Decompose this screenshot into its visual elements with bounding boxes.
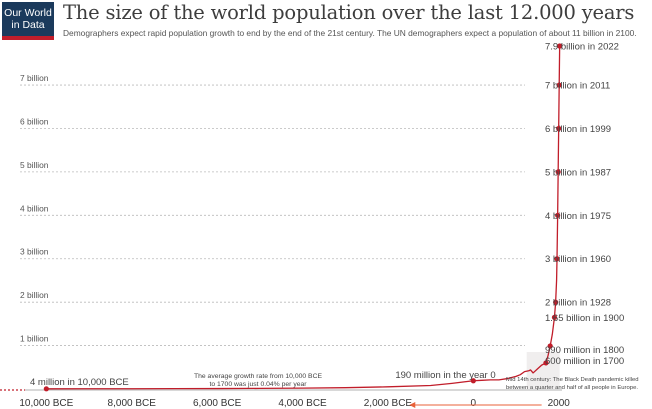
- population-series-line: [46, 45, 561, 390]
- logo-line-2: in Data: [11, 19, 45, 31]
- data-label: 1.65 billion in 1900: [545, 313, 624, 324]
- highlight-band: [526, 352, 560, 389]
- y-tick-label: 7 billion: [20, 73, 49, 83]
- y-tick-label: 4 billion: [20, 203, 49, 213]
- data-label: 2 billion in 1928: [545, 298, 611, 309]
- data-label: 7.9 billion in 2022: [545, 42, 619, 53]
- annotation-growth: to 1700 was just 0.04% per year: [209, 381, 307, 388]
- data-label: 6 billion in 1999: [545, 124, 611, 135]
- timeline-arrow-head: [409, 402, 416, 408]
- x-tick-label: 2,000 BCE: [364, 398, 413, 409]
- data-label: 7 billion in 2011: [545, 81, 610, 92]
- page-title: The size of the world population over th…: [63, 1, 635, 24]
- data-label: 600 million in 1700: [545, 356, 624, 367]
- data-point: [43, 386, 49, 392]
- x-tick-label: 6,000 BCE: [193, 398, 242, 409]
- x-tick-label: 4,000 BCE: [278, 398, 327, 409]
- data-label: 990 million in 1800: [545, 345, 624, 356]
- data-label: 4 million in 10,000 BCE: [30, 377, 129, 388]
- data-point: [551, 314, 558, 320]
- y-tick-label: 2 billion: [20, 290, 49, 300]
- data-point: [556, 125, 562, 132]
- data-point: [555, 169, 561, 175]
- data-label: 3 billion in 1960: [545, 254, 611, 265]
- data-point: [470, 378, 476, 384]
- data-point: [556, 82, 562, 88]
- annotation-black-death: between a quarter and half of all people…: [506, 385, 638, 391]
- y-tick-label: 6 billion: [20, 116, 49, 126]
- annotation-growth: The average growth rate from 10,000 BCE: [194, 373, 323, 380]
- data-point: [554, 256, 560, 262]
- data-point: [543, 360, 549, 366]
- data-point: [555, 212, 561, 218]
- owid-logo: Our World in Data: [2, 2, 54, 40]
- data-point: [547, 343, 553, 349]
- x-tick-label: 8,000 BCE: [108, 398, 157, 409]
- logo-line-1: Our World: [4, 7, 52, 19]
- y-tick-label: 1 billion: [20, 334, 49, 344]
- x-tick-label: 10,000 BCE: [19, 398, 73, 409]
- page-subtitle: Demographers expect rapid population gro…: [63, 28, 637, 38]
- data-point: [553, 299, 559, 305]
- annotation-black-death: Mid 14th century: The Black Death pandem…: [506, 377, 639, 383]
- data-point: [557, 43, 563, 49]
- y-tick-label: 3 billion: [20, 247, 49, 257]
- x-tick-label: 2000: [548, 398, 571, 409]
- y-tick-label: 5 billion: [20, 160, 49, 170]
- data-label: 4 billion in 1975: [545, 211, 611, 222]
- x-tick-label: 0: [471, 398, 477, 409]
- data-label: 5 billion in 1987: [545, 167, 611, 178]
- data-label: 190 million in the year 0: [395, 370, 495, 381]
